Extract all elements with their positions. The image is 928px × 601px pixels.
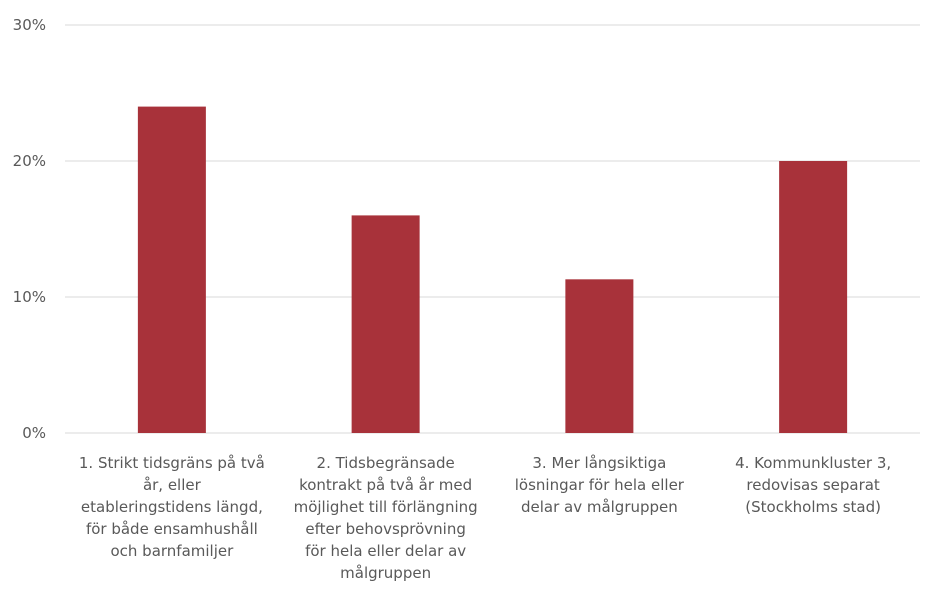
bar-2 (351, 215, 420, 433)
category-label-line: och barnfamiljer (110, 542, 234, 560)
category-label-line: 2. Tidsbegränsade (317, 454, 455, 472)
category-label-4: 4. Kommunkluster 3, redovisas separat (Sto… (735, 454, 891, 516)
category-label-line: 1. Strikt tidsgräns på två (79, 454, 265, 472)
category-label-2: 2. Tidsbegränsade kontrakt på två år med m… (294, 454, 478, 582)
category-label-line: 3. Mer långsiktiga (532, 454, 666, 472)
y-tick-label: 10% (13, 288, 46, 306)
bar-3 (565, 279, 634, 433)
category-label-line: 4. Kommunkluster 3, (735, 454, 891, 472)
category-label-line: (Stockholms stad) (745, 498, 881, 516)
category-label-line: delar av målgruppen (521, 498, 678, 516)
category-label-line: år, eller (143, 476, 202, 494)
y-tick-label: 20% (13, 152, 46, 170)
bar-1 (137, 106, 206, 433)
bars (137, 106, 848, 433)
category-label-line: lösningar för hela eller (515, 476, 685, 494)
category-label-3: 3. Mer långsiktiga lösningar för hela ell… (515, 454, 685, 516)
x-axis-categories: 1. Strikt tidsgräns på två år, eller etabl… (79, 454, 891, 582)
y-tick-label: 30% (13, 16, 46, 34)
gridlines (65, 24, 920, 434)
category-label-line: målgruppen (340, 564, 431, 582)
category-label-1: 1. Strikt tidsgräns på två år, eller etabl… (79, 454, 265, 560)
category-label-line: etableringstidens längd, (81, 498, 263, 516)
bar-4 (779, 161, 848, 433)
category-label-line: efter behovsprövning (305, 520, 466, 538)
category-label-line: möjlighet till förlängning (294, 498, 478, 516)
category-label-line: för både ensamhushåll (86, 520, 258, 538)
y-tick-label: 0% (22, 424, 46, 442)
y-axis-ticks: 0% 10% 20% 30% (13, 16, 46, 442)
category-label-line: kontrakt på två år med (299, 476, 472, 494)
category-label-line: för hela eller delar av (305, 542, 466, 560)
category-label-line: redovisas separat (746, 476, 880, 494)
